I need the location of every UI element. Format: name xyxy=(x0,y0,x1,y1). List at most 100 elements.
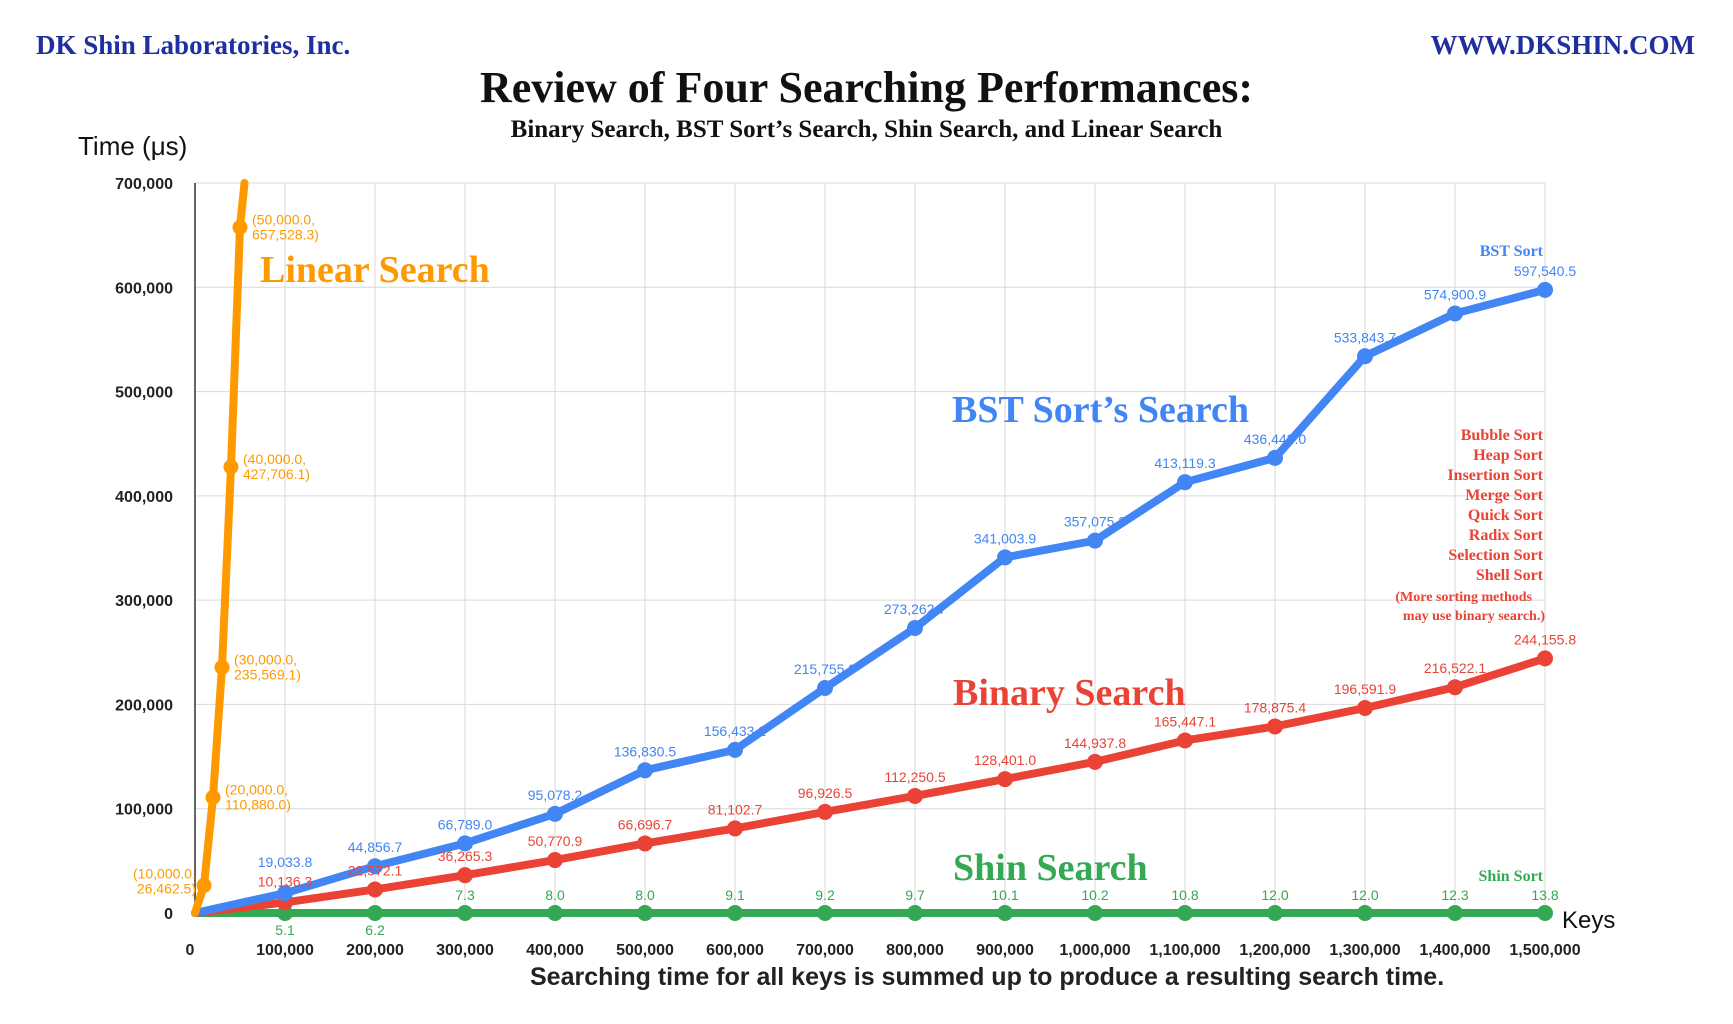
data-label-shin: 9.7 xyxy=(905,887,925,903)
data-label-shin: 9.2 xyxy=(815,887,835,903)
data-point-shin xyxy=(907,904,923,921)
data-label-bst: 44,856.7 xyxy=(348,839,403,855)
data-point-bst xyxy=(1087,532,1103,549)
data-label-bst: 215,755.9 xyxy=(794,661,856,677)
data-point-linear xyxy=(205,789,221,805)
data-point-bst xyxy=(1267,449,1283,466)
data-label-bst: 66,789.0 xyxy=(438,816,493,832)
data-label-bst: 156,433.2 xyxy=(704,723,766,739)
data-label-shin: 7.3 xyxy=(455,887,475,903)
end-label-binary: Quick Sort xyxy=(1468,507,1544,524)
data-point-shin xyxy=(817,904,833,921)
data-point-binary xyxy=(1177,732,1193,749)
data-point-bst xyxy=(1357,348,1373,365)
data-point-shin xyxy=(1357,904,1373,921)
y-tick-label: 600,000 xyxy=(115,280,173,297)
data-label-bst: 413,119.3 xyxy=(1154,455,1215,471)
x-tick-label: 1,200,000 xyxy=(1239,942,1310,959)
data-label-linear: (30,000.0, 235,569.1) xyxy=(234,651,301,682)
y-tick-label: 500,000 xyxy=(115,385,173,402)
y-tick-label: 0 xyxy=(164,906,173,923)
annotations: Linear Search BST Sort’s Search Binary Sea… xyxy=(260,243,1545,889)
footnote: Searching time for all keys is summed up… xyxy=(530,963,1445,991)
data-point-bst xyxy=(457,835,473,852)
x-tick-label: 200,000 xyxy=(346,942,404,959)
data-label-shin: 10.2 xyxy=(1081,887,1108,903)
x-tick-label: 1,000,000 xyxy=(1059,942,1130,959)
data-label-binary: 10,136.3 xyxy=(258,873,313,889)
data-point-bst xyxy=(907,620,923,637)
chart-title: Review of Four Searching Performances: xyxy=(479,63,1254,112)
data-label-binary: 128,401.0 xyxy=(974,752,1036,768)
x-tick-label: 1,300,000 xyxy=(1329,942,1400,959)
end-label-binary: may use binary search.) xyxy=(1403,609,1545,624)
data-label-bst: 597,540.5 xyxy=(1514,263,1576,279)
y-tick-label: 400,000 xyxy=(115,489,173,506)
data-label-binary: 144,937.8 xyxy=(1064,735,1126,751)
data-label-shin: 12.3 xyxy=(1441,887,1468,903)
end-label-binary: Bubble Sort xyxy=(1461,427,1544,444)
data-point-binary xyxy=(997,771,1013,788)
data-label-line: 26,462.5) xyxy=(137,880,196,896)
data-label-linear: (50,000.0, 657,528.3) xyxy=(252,211,319,242)
data-point-binary xyxy=(817,803,833,820)
series-name-binary: Binary Search xyxy=(953,672,1186,714)
data-point-shin xyxy=(1537,904,1553,921)
end-label-binary: Insertion Sort xyxy=(1447,467,1543,484)
x-tick-label: 600,000 xyxy=(706,942,764,959)
data-label-shin: 12.0 xyxy=(1261,887,1288,903)
x-tick-label: 1,500,000 xyxy=(1509,942,1580,959)
data-point-binary xyxy=(637,835,653,852)
data-point-binary xyxy=(727,820,743,837)
data-label-line: (40,000.0, xyxy=(243,451,306,467)
data-point-binary xyxy=(1537,650,1553,667)
data-label-bst: 95,078.2 xyxy=(528,787,583,803)
data-label-line: (50,000.0, xyxy=(252,211,315,227)
data-label-binary: 66,696.7 xyxy=(618,816,673,832)
data-label-binary: 244,155.8 xyxy=(1514,631,1576,647)
data-label-bst: 273,262.7 xyxy=(884,601,946,617)
series-name-linear: Linear Search xyxy=(260,249,490,291)
x-tick-label: 1,100,000 xyxy=(1149,942,1220,959)
data-labels: 5.1 6.2 7.3 8.0 8.0 9.1 9.2 9.7 10.1 10.2 10.8 12.0… xyxy=(133,211,1576,938)
end-label-shin: Shin Sort xyxy=(1479,868,1544,885)
series-line-bst xyxy=(191,285,1549,917)
x-tick-label: 300,000 xyxy=(436,942,494,959)
data-point-shin xyxy=(1447,904,1463,921)
data-label-binary: 178,875.4 xyxy=(1244,699,1306,715)
series-name-shin: Shin Search xyxy=(953,847,1148,889)
data-label-bst: 574,900.9 xyxy=(1424,286,1486,302)
grid-lines xyxy=(195,182,1546,913)
data-label-linear: (10,000.0, 26,462.5) xyxy=(133,865,196,896)
data-point-shin xyxy=(997,904,1013,921)
data-label-bst: 357,075.8 xyxy=(1064,514,1126,530)
end-label-binary: (More sorting methods xyxy=(1395,590,1532,605)
data-point-binary xyxy=(367,881,383,898)
data-point-binary xyxy=(547,852,563,869)
data-label-line: (20,000.0, xyxy=(225,781,288,797)
x-tick-label: 0 xyxy=(186,942,195,959)
data-point-shin xyxy=(367,904,383,921)
x-tick-label: 1,400,000 xyxy=(1419,942,1490,959)
data-label-linear: (40,000.0, 427,706.1) xyxy=(243,451,310,482)
data-point-bst xyxy=(727,741,743,758)
data-point-shin xyxy=(1087,904,1103,921)
data-label-bst: 136,830.5 xyxy=(614,743,676,759)
data-point-bst xyxy=(817,679,833,696)
data-label-binary: 112,250.5 xyxy=(884,769,945,785)
data-point-binary xyxy=(1087,753,1103,770)
x-tick-label: 700,000 xyxy=(796,942,854,959)
data-label-shin: 8.0 xyxy=(545,887,565,903)
data-label-shin: 8.0 xyxy=(635,887,655,903)
data-point-linear xyxy=(232,219,248,235)
series-name-bst: BST Sort’s Search xyxy=(952,389,1249,431)
data-point-bst xyxy=(367,858,383,875)
y-tick-label: 300,000 xyxy=(115,593,173,610)
data-point-shin xyxy=(637,904,653,921)
data-point-bst xyxy=(1177,474,1193,491)
chart-subtitle: Binary Search, BST Sort’s Search, Shin S… xyxy=(510,116,1223,143)
series-linear xyxy=(191,179,249,917)
data-label-line: 110,880.0) xyxy=(225,796,291,812)
data-label-shin: 13.8 xyxy=(1531,887,1558,903)
